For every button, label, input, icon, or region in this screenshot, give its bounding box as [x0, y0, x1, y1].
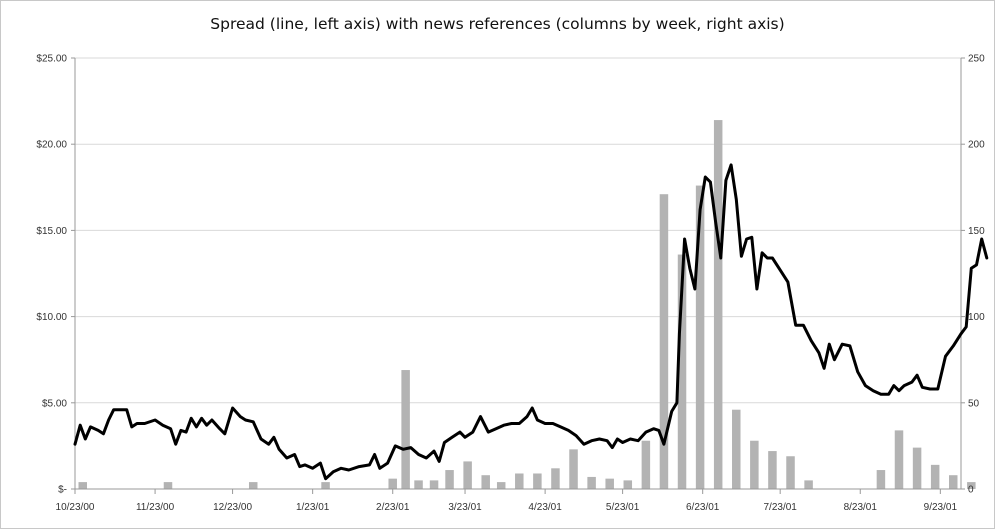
column-bar [569, 449, 578, 489]
column-bar [894, 430, 904, 489]
x-axis-tick-label: 8/23/01 [844, 502, 878, 513]
spread-line [73, 163, 989, 481]
left-axis-tick-label: $5.00 [42, 398, 67, 409]
chart-title: Spread (line, left axis) with news refer… [210, 15, 785, 33]
x-axis-tick-label: 2/23/01 [376, 502, 410, 513]
column-bar [78, 482, 87, 489]
right-axis-tick-label: 200 [968, 140, 985, 151]
right-axis-tick-label: 0 [968, 485, 974, 496]
left-axis-tick-label: $20.00 [36, 140, 67, 151]
column-bar [804, 480, 813, 489]
column-bar [401, 370, 410, 489]
column-bar [163, 482, 173, 489]
column-series [78, 120, 976, 490]
column-bar [912, 447, 922, 489]
column-bar [388, 478, 397, 489]
column-bar [429, 480, 439, 489]
x-axis-tick-label: 11/23/00 [136, 502, 175, 513]
x-axis-tick-label: 12/23/00 [213, 502, 252, 513]
right-axis-tick-label: 100 [968, 312, 985, 323]
column-bar [587, 476, 596, 489]
column-bar [463, 461, 472, 489]
right-axis-tick-label: 250 [968, 54, 985, 65]
column-bar [876, 470, 886, 489]
column-bar [750, 440, 759, 489]
left-axis-tick-label: $25.00 [36, 54, 67, 65]
x-axis-tick-label: 10/23/00 [56, 502, 95, 513]
x-axis-tick-label: 4/23/01 [528, 502, 562, 513]
column-bar [641, 440, 651, 489]
column-bar [414, 480, 423, 489]
column-bar [605, 478, 614, 489]
right-axis-tick-label: 50 [968, 398, 980, 409]
column-bar [445, 470, 454, 489]
x-axis-tick-label: 1/23/01 [296, 502, 330, 513]
column-bar [481, 475, 490, 489]
column-bar [949, 475, 958, 489]
column-bar [713, 120, 723, 490]
x-axis-tick-label: 7/23/01 [763, 502, 797, 513]
column-bar [321, 482, 330, 489]
axes [71, 57, 965, 494]
column-bar [768, 451, 777, 489]
column-bar [623, 480, 633, 489]
column-bar [515, 473, 524, 489]
column-bar [496, 482, 506, 489]
column-bar [551, 468, 560, 489]
line-series [73, 163, 989, 481]
column-bar [248, 482, 258, 489]
column-bar [533, 473, 542, 489]
column-bar [930, 464, 940, 489]
gridlines [75, 57, 961, 404]
left-axis-tick-label: $- [58, 485, 67, 496]
x-axis-tick-label: 9/23/01 [924, 502, 958, 513]
column-bar [659, 194, 669, 490]
column-bar [732, 409, 741, 489]
left-axis-tick-label: $15.00 [36, 226, 67, 237]
column-bar [677, 254, 687, 489]
x-axis-tick-label: 3/23/01 [448, 502, 482, 513]
column-bar [967, 482, 976, 489]
left-axis-tick-label: $10.00 [36, 312, 67, 323]
x-axis-tick-label: 5/23/01 [606, 502, 640, 513]
x-axis-tick-label: 6/23/01 [686, 502, 720, 513]
column-bar [695, 185, 705, 490]
right-axis-tick-label: 150 [968, 226, 985, 237]
tick-labels: $- $5.00 $10.00 $15.00 $20.00 $25.00 0 50 100 150… [36, 54, 985, 514]
column-bar [786, 456, 795, 489]
